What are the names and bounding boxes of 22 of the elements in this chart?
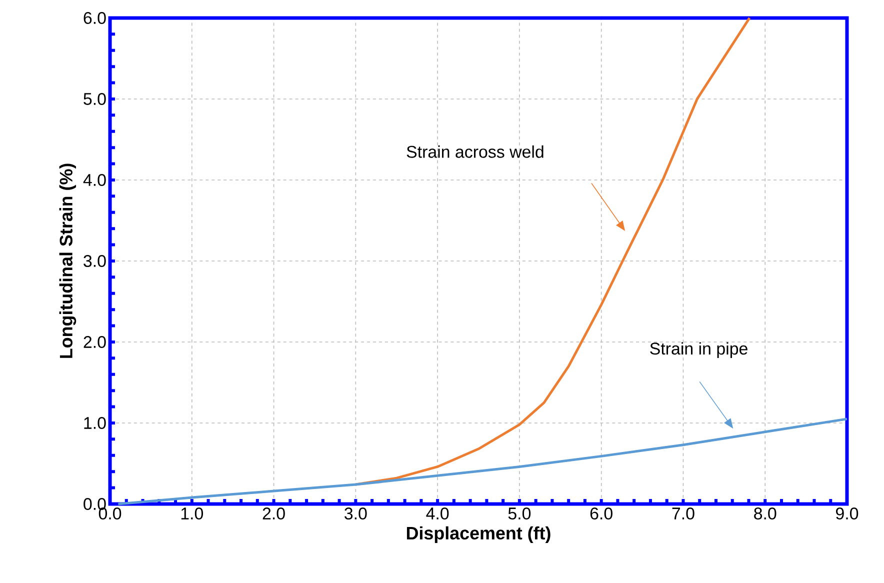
y-tick-label: 1.0 — [84, 416, 106, 429]
annotation: Strain in pipe — [650, 342, 748, 358]
x-tick-label: 9.0 — [836, 508, 858, 520]
x-tick-label: 1.0 — [181, 508, 204, 520]
x-tick-label: 6.0 — [590, 508, 612, 520]
x-tick-label: 3.0 — [344, 508, 367, 520]
x-tick-label: 4.0 — [426, 508, 449, 520]
x-tick-label: 5.0 — [508, 508, 531, 520]
y-tick-label: 5.0 — [84, 92, 106, 105]
line-series — [116, 418, 848, 506]
x-axis-title: Displacement (ft) — [406, 526, 550, 544]
y-tick-label: 2.0 — [84, 336, 106, 348]
x-tick-label: 0.0 — [98, 508, 122, 520]
y-tick-label: 3.0 — [84, 254, 106, 267]
y-tick-label: 6.0 — [84, 12, 106, 24]
x-tick-label: 2.0 — [262, 508, 285, 520]
y-axis-title: Longitudinal Strain (%) — [59, 164, 76, 358]
x-tick-label: 7.0 — [672, 508, 694, 520]
x-tick-label: 8.0 — [754, 508, 776, 520]
annotation: Strain across weld — [406, 145, 544, 158]
y-tick-label: 4.0 — [83, 174, 106, 186]
y-tick-label: 0.0 — [84, 498, 106, 510]
